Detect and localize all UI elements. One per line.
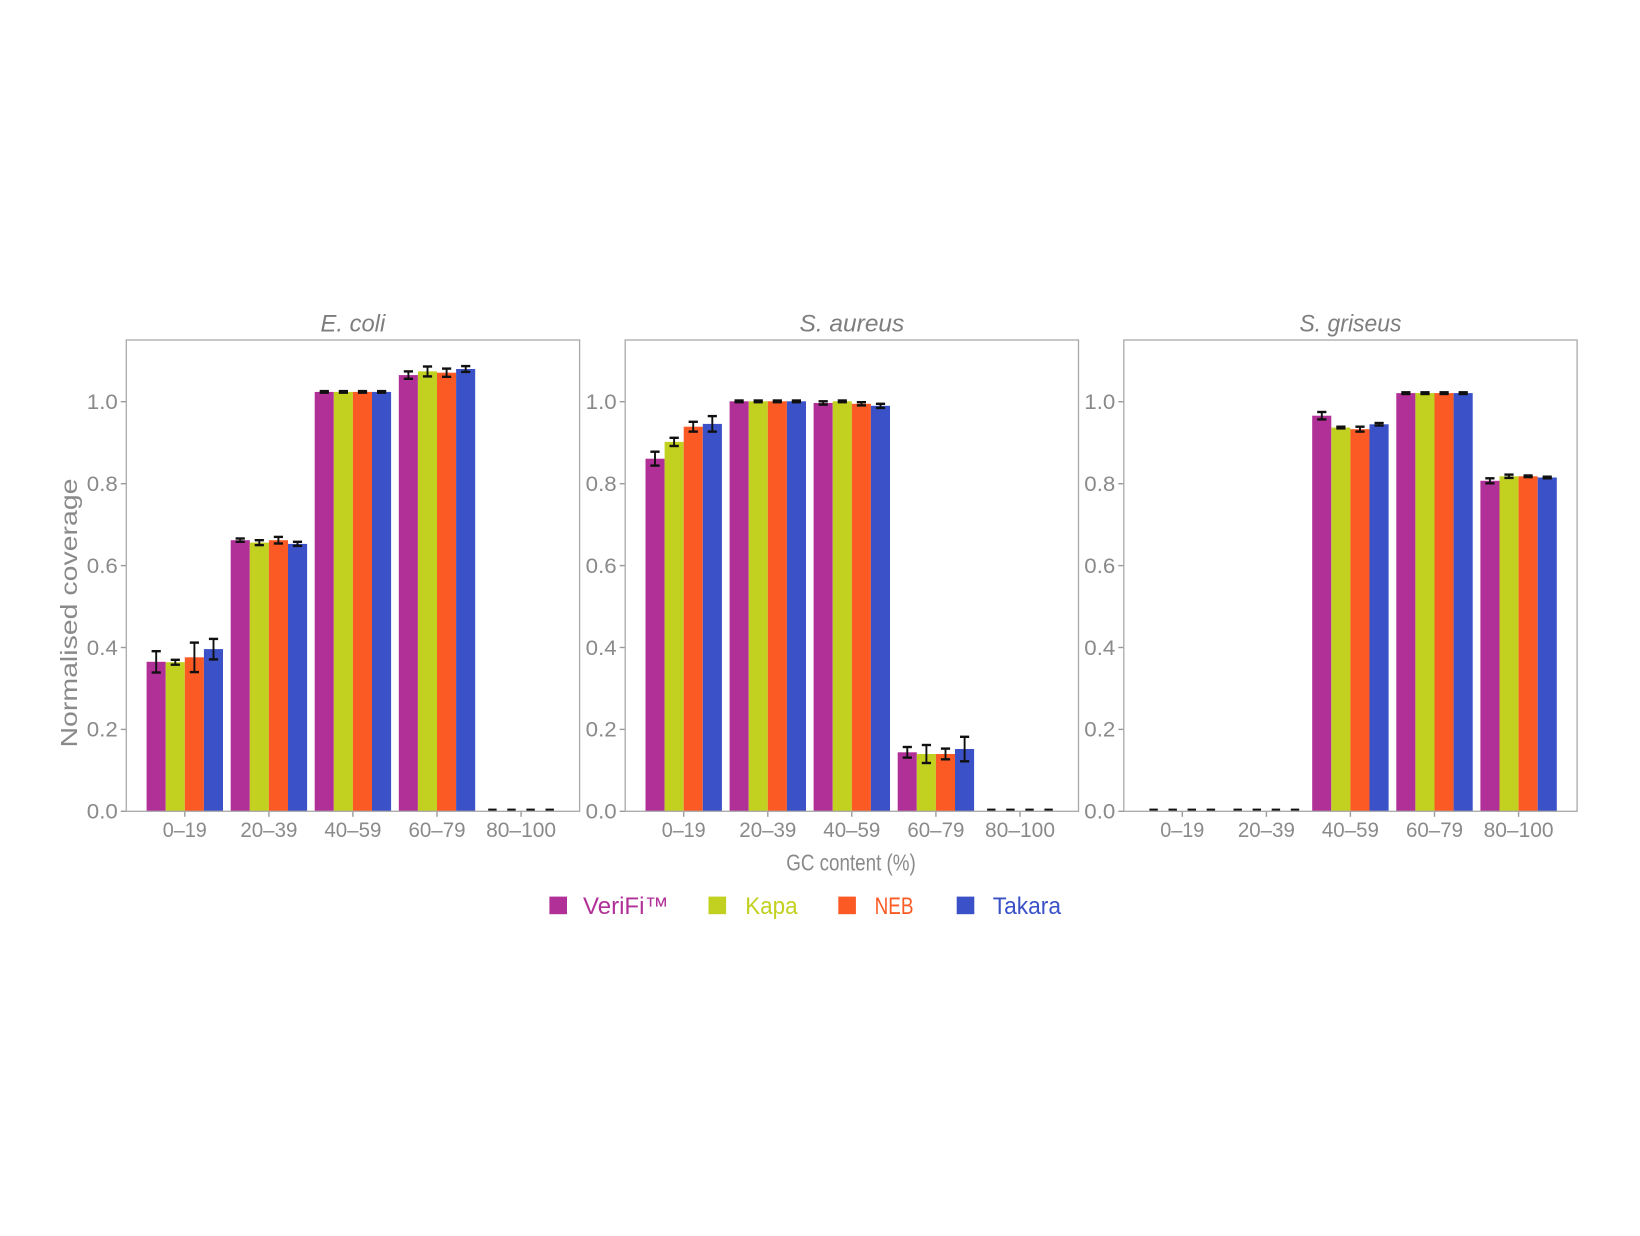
svg-text:60–79: 60–79 — [907, 819, 964, 842]
svg-text:20–39: 20–39 — [240, 819, 297, 842]
svg-text:0.6: 0.6 — [1084, 555, 1115, 578]
svg-text:60–79: 60–79 — [1406, 819, 1463, 842]
svg-text:0.6: 0.6 — [586, 555, 617, 578]
svg-text:20–39: 20–39 — [739, 819, 796, 842]
svg-text:0–19: 0–19 — [662, 819, 706, 842]
svg-text:80–100: 80–100 — [486, 819, 556, 842]
svg-text:VeriFi™: VeriFi™ — [583, 893, 669, 920]
svg-text:0.2: 0.2 — [87, 719, 118, 742]
svg-text:Normalised coverage: Normalised coverage — [56, 479, 82, 748]
svg-text:S. griseus: S. griseus — [1300, 311, 1402, 338]
svg-text:Takara: Takara — [993, 893, 1062, 920]
svg-text:0.2: 0.2 — [1084, 719, 1115, 742]
svg-text:0.2: 0.2 — [586, 719, 617, 742]
svg-text:0.0: 0.0 — [87, 801, 118, 824]
svg-text:40–59: 40–59 — [324, 819, 381, 842]
svg-text:1.0: 1.0 — [87, 391, 118, 414]
svg-text:Kapa: Kapa — [745, 893, 798, 920]
svg-text:1.0: 1.0 — [586, 391, 617, 414]
svg-text:20–39: 20–39 — [1238, 819, 1295, 842]
svg-text:0.6: 0.6 — [87, 555, 118, 578]
svg-text:40–59: 40–59 — [1322, 819, 1379, 842]
svg-text:NEB: NEB — [875, 893, 914, 920]
svg-text:60–79: 60–79 — [409, 819, 466, 842]
svg-text:80–100: 80–100 — [985, 819, 1055, 842]
svg-text:0.8: 0.8 — [586, 473, 617, 496]
svg-text:E. coli: E. coli — [321, 311, 386, 338]
svg-text:40–59: 40–59 — [823, 819, 880, 842]
svg-text:0.4: 0.4 — [87, 637, 118, 660]
svg-text:0.0: 0.0 — [1084, 801, 1115, 824]
svg-text:0–19: 0–19 — [163, 819, 207, 842]
svg-text:80–100: 80–100 — [1484, 819, 1554, 842]
svg-text:0–19: 0–19 — [1160, 819, 1204, 842]
svg-text:0.8: 0.8 — [1084, 473, 1115, 496]
svg-text:GC content (%): GC content (%) — [786, 850, 916, 876]
svg-text:0.8: 0.8 — [87, 473, 118, 496]
svg-text:0.4: 0.4 — [1084, 637, 1115, 660]
svg-text:0.0: 0.0 — [586, 801, 617, 824]
svg-text:0.4: 0.4 — [586, 637, 617, 660]
svg-text:1.0: 1.0 — [1084, 391, 1115, 414]
svg-text:S. aureus: S. aureus — [800, 311, 905, 338]
